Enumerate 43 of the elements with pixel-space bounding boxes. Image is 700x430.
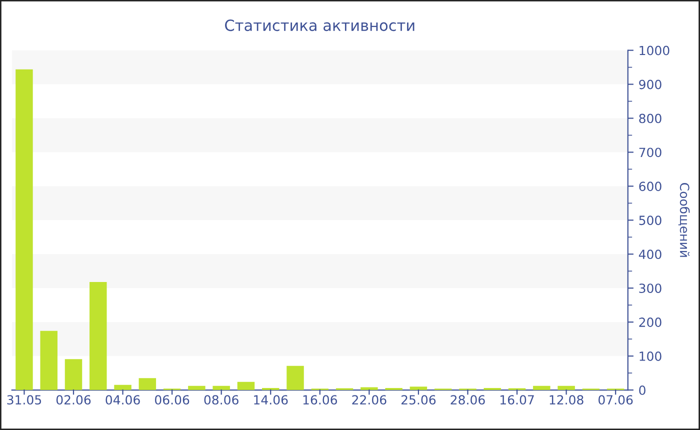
y-tick-label: 900 xyxy=(639,80,662,90)
bar xyxy=(40,330,58,390)
bar xyxy=(188,386,206,390)
x-tick-label: 28.06 xyxy=(450,395,485,405)
y-tick-label: 1000 xyxy=(640,46,670,56)
x-tick-label: 25.06 xyxy=(401,395,436,405)
x-tick-label: 04.06 xyxy=(106,395,140,405)
bar xyxy=(262,388,280,390)
y-tick-label: 500 xyxy=(639,216,662,226)
x-tick-label: 02.06 xyxy=(56,395,91,405)
bar xyxy=(484,388,502,390)
x-tick-label: 22.06 xyxy=(352,395,386,405)
x-tick-label: 31.05 xyxy=(7,395,42,405)
bar xyxy=(286,366,304,390)
x-tick-label: 16.06 xyxy=(303,395,338,405)
y-tick-label: 200 xyxy=(639,318,662,327)
bar xyxy=(114,384,132,390)
bar xyxy=(533,386,550,390)
bar xyxy=(64,359,82,390)
bar xyxy=(385,388,402,390)
x-tick-label: 07.06 xyxy=(598,395,633,405)
x-tick-label: 12.08 xyxy=(550,395,584,405)
bar xyxy=(138,378,156,390)
bar xyxy=(90,282,107,390)
y-tick-label: 800 xyxy=(639,114,662,124)
bar xyxy=(16,69,33,390)
y-tick-label: 0 xyxy=(639,385,646,395)
x-tick-label: 06.06 xyxy=(154,395,190,405)
y-axis-title: Сообщений xyxy=(678,183,690,257)
bar xyxy=(558,386,575,390)
bar xyxy=(410,386,428,390)
bar xyxy=(237,382,255,390)
y-tick-label: 400 xyxy=(638,250,662,260)
bar xyxy=(360,387,378,390)
x-tick-label: 08.06 xyxy=(204,395,238,405)
y-tick-label: 600 xyxy=(639,182,662,192)
x-tick-label: 14.06 xyxy=(254,395,288,405)
y-tick-label: 700 xyxy=(639,148,662,158)
y-tick-label: 300 xyxy=(639,284,662,294)
y-tick-label: 100 xyxy=(640,352,662,361)
bar xyxy=(212,386,230,390)
chart-title: Статистика активности xyxy=(225,20,414,32)
x-tick-label: 16.07 xyxy=(500,395,534,405)
